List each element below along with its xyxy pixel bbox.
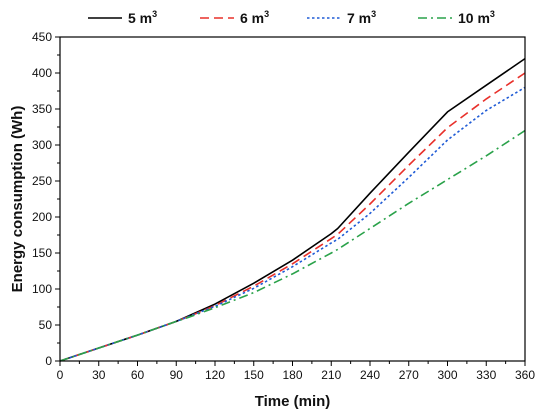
- y-axis: 0 50 100 150 200 250 300 350 400 450: [32, 30, 60, 368]
- x-axis: 0 30 60 90 120 150 180 210 240 270 300 330 360: [57, 361, 535, 382]
- x-tick-label: 60: [131, 368, 145, 382]
- x-tick-label: 240: [360, 368, 380, 382]
- x-axis-title: Time (min): [255, 393, 331, 410]
- x-tick-label: 90: [170, 368, 184, 382]
- plot-lines: [59, 57, 526, 362]
- legend-label-10: 10 m3: [458, 9, 495, 26]
- legend-label-7: 7 m3: [347, 9, 376, 26]
- y-tick-label: 200: [32, 210, 52, 224]
- x-tick-label: 150: [244, 368, 264, 382]
- x-tick-label: 210: [321, 368, 341, 382]
- x-tick-label: 330: [476, 368, 496, 382]
- legend-label-6: 6 m3: [240, 9, 269, 26]
- x-tick-label: 30: [92, 368, 106, 382]
- y-tick-label: 350: [32, 102, 52, 116]
- y-tick-label: 0: [45, 354, 52, 368]
- y-tick-label: 450: [32, 30, 52, 44]
- y-tick-label: 150: [32, 246, 52, 260]
- y-tick-label: 250: [32, 174, 52, 188]
- y-tick-label: 50: [39, 318, 53, 332]
- x-tick-label: 270: [399, 368, 419, 382]
- x-tick-label: 180: [282, 368, 302, 382]
- y-tick-label: 100: [32, 282, 52, 296]
- y-tick-label: 400: [32, 66, 52, 80]
- series-line-6: [59, 72, 526, 362]
- series-line-10: [59, 129, 526, 362]
- y-tick-label: 300: [32, 138, 52, 152]
- legend: 5 m3 6 m3 7 m3 10 m3: [88, 9, 495, 26]
- legend-label-5: 5 m3: [128, 9, 157, 26]
- x-tick-label: 0: [57, 368, 64, 382]
- x-tick-label: 360: [515, 368, 535, 382]
- y-axis-title: Energy consumption (Wh): [9, 106, 26, 293]
- x-tick-label: 300: [437, 368, 457, 382]
- x-tick-label: 120: [205, 368, 225, 382]
